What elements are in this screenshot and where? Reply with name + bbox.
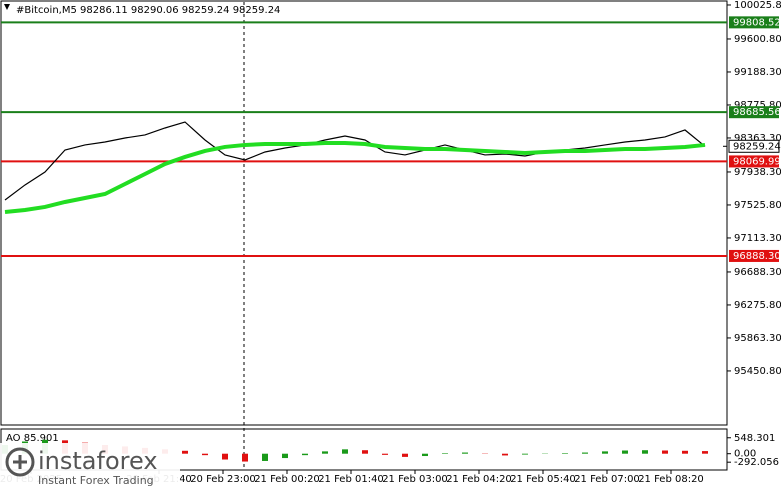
y-tick-label: 96688.30 xyxy=(734,267,781,278)
x-tick-label: 21 Feb 01:40 xyxy=(318,474,384,485)
ao-bar xyxy=(262,453,268,461)
moving-average xyxy=(4,140,706,214)
price-line xyxy=(4,121,706,201)
x-tick-label: 21 Feb 07:00 xyxy=(574,474,640,485)
ao-bar xyxy=(662,450,668,454)
ao-bar xyxy=(222,453,228,460)
ao-bar xyxy=(602,451,608,454)
y-tick-label: 96275.80 xyxy=(734,300,781,311)
y-tick-label: 97113.30 xyxy=(734,233,781,244)
ao-bar xyxy=(642,450,648,454)
level-tag xyxy=(729,16,779,29)
ao-tick-label: 0.00 xyxy=(734,449,756,460)
ao-bar xyxy=(402,453,408,457)
y-tick-label: 100025.80 xyxy=(734,0,781,11)
price-tag xyxy=(728,139,780,153)
x-tick-label: 20 Feb 23:00 xyxy=(190,474,256,485)
ao-tick-label: -292.056 xyxy=(734,457,779,468)
price-label: 98259.24 xyxy=(733,141,781,152)
y-tick-label: 97525.80 xyxy=(734,200,781,211)
menu-arrow xyxy=(4,4,10,10)
level-tag xyxy=(729,106,779,119)
brand-name: instaforex xyxy=(38,447,158,475)
ao-bar xyxy=(202,453,208,456)
ao-bar xyxy=(582,452,588,454)
main-frame xyxy=(0,0,728,426)
level-label: 98069.99 xyxy=(733,156,781,167)
y-tick-label: 99600.80 xyxy=(734,34,781,45)
ao-bar xyxy=(182,450,188,454)
logo-bg xyxy=(0,443,180,489)
ao-bar xyxy=(702,451,708,454)
x-tick-label: 21 Feb 03:00 xyxy=(382,474,448,485)
level-tag xyxy=(729,249,779,262)
y-tick-label: 99188.30 xyxy=(734,67,781,78)
ao-bar xyxy=(442,453,448,454)
ao-bar xyxy=(242,453,248,462)
x-tick-label: 21 Feb 08:20 xyxy=(638,474,704,485)
ao-tick-label: 548.301 xyxy=(734,433,775,444)
ao-bar xyxy=(502,453,508,456)
ao-bar xyxy=(382,453,388,455)
level-label: 98685.56 xyxy=(733,107,781,118)
level-label: 96888.30 xyxy=(733,251,781,262)
ao-bar xyxy=(682,450,688,454)
x-tick-label: 21 Feb 04:20 xyxy=(446,474,512,485)
ao-bar xyxy=(462,452,468,454)
chart-title: #Bitcoin,M5 98286.11 98290.06 98259.24 9… xyxy=(16,5,280,16)
y-tick-label: 98775.80 xyxy=(734,100,781,111)
ao-bar xyxy=(622,450,628,454)
y-tick-label: 98363.30 xyxy=(734,133,781,144)
y-tick-label: 95450.80 xyxy=(734,366,781,377)
level-tag xyxy=(729,155,779,168)
ao-bar xyxy=(362,450,368,454)
level-label: 99808.52 xyxy=(733,17,781,28)
ao-bar xyxy=(302,453,308,456)
x-tick-label: 21 Feb 05:40 xyxy=(510,474,576,485)
ao-bar xyxy=(282,453,288,459)
ao-bar xyxy=(422,453,428,457)
ao-bar xyxy=(562,453,568,454)
ao-label: AO 85.901 xyxy=(6,433,59,444)
ao-bar xyxy=(322,451,328,454)
y-tick-label: 95863.30 xyxy=(734,333,781,344)
x-tick-label: 21 Feb 00:20 xyxy=(254,474,320,485)
logo-icon xyxy=(5,447,35,477)
y-tick-label: 97938.30 xyxy=(734,167,781,178)
ao-bar xyxy=(522,453,528,455)
brand-tagline: Instant Forex Trading xyxy=(38,474,154,487)
logo-icon xyxy=(13,455,27,469)
logo: instaforex Instant Forex Trading xyxy=(0,443,180,489)
ao-bar xyxy=(342,449,348,454)
